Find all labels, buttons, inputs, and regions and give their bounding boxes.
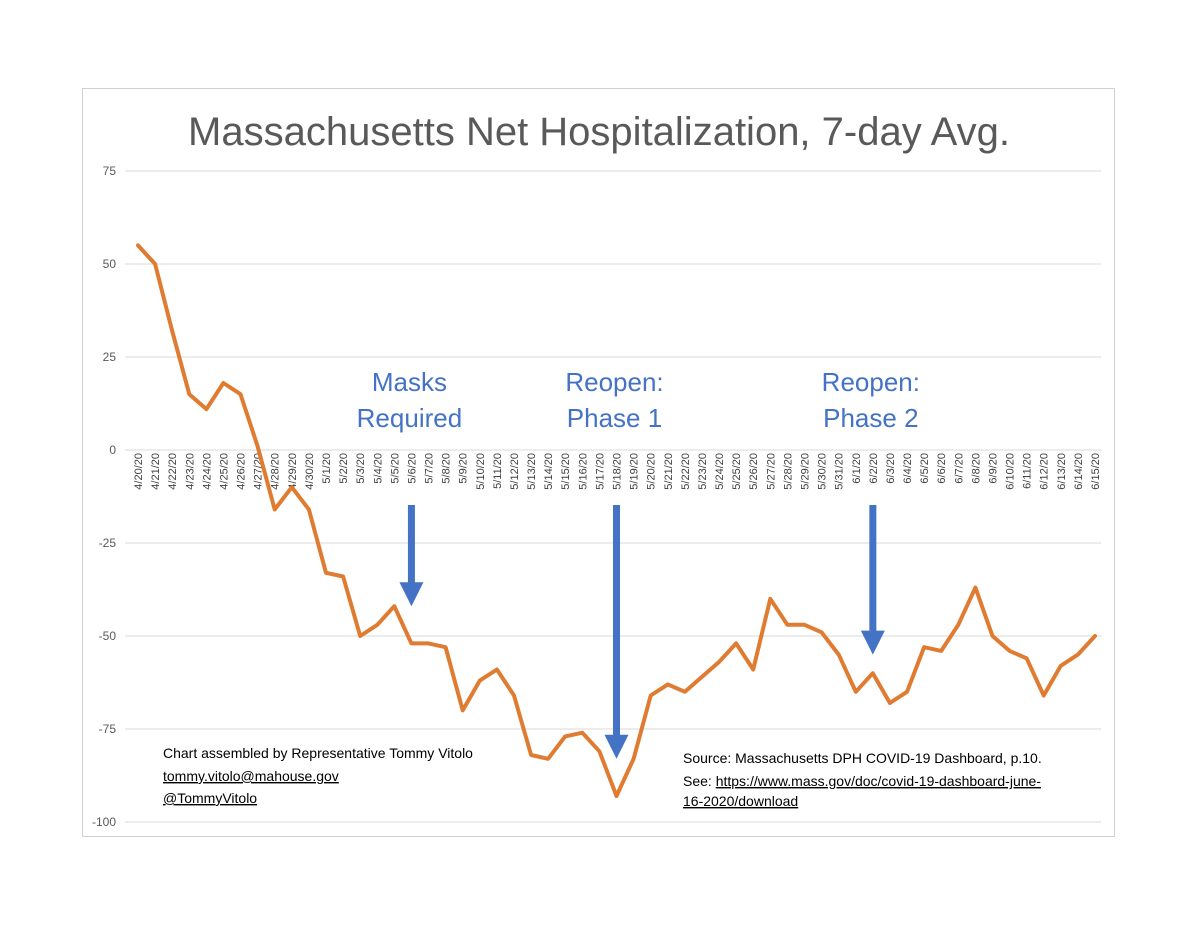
chart-frame: Massachusetts Net Hospitalization, 7-day…: [82, 88, 1115, 837]
y-tick-label: -100: [92, 815, 116, 829]
y-tick-label: 75: [103, 164, 117, 178]
annotation: Masks Required: [357, 367, 463, 607]
annotation-group: Masks Required Reopen: Phase 1 Reopen: Phase …: [357, 367, 920, 759]
annotation-label: Phase 1: [567, 403, 662, 433]
x-tick-label: 6/5/20: [919, 453, 931, 484]
x-tick-label: 5/18/20: [612, 453, 624, 490]
x-tick-label: 5/9/20: [458, 453, 470, 484]
annotation-arrow-shaft: [613, 505, 620, 737]
x-tick-label: 5/1/20: [321, 453, 333, 484]
credit-line: Chart assembled by Representative Tommy …: [163, 745, 473, 761]
x-tick-label: 5/27/20: [765, 453, 777, 490]
x-tick-label: 5/13/20: [526, 453, 538, 490]
x-tick-label: 4/30/20: [304, 453, 316, 490]
x-tick-label: 5/23/20: [697, 453, 709, 490]
x-tick-label: 6/13/20: [1056, 453, 1068, 490]
x-tick-label: 5/24/20: [714, 453, 726, 490]
x-tick-label: 5/20/20: [646, 453, 658, 490]
x-tick-label: 5/15/20: [560, 453, 572, 490]
source-url-link-part1[interactable]: https://www.mass.gov/doc/covid-19-dashbo…: [716, 773, 1042, 789]
chart-svg: Massachusetts Net Hospitalization, 7-day…: [92, 110, 1102, 829]
annotation-label: Phase 2: [823, 403, 918, 433]
x-tick-label: 6/2/20: [868, 453, 880, 484]
x-tick-label: 4/28/20: [270, 453, 282, 490]
x-tick-label: 5/5/20: [389, 453, 401, 484]
x-tick-label: 5/16/20: [577, 453, 589, 490]
x-tick-label: 6/1/20: [851, 453, 863, 484]
x-tick-label: 4/22/20: [167, 453, 179, 490]
annotation: Reopen: Phase 2: [822, 367, 920, 655]
x-tick-label: 5/22/20: [680, 453, 692, 490]
x-tick-label: 4/21/20: [150, 453, 162, 490]
x-tick-label: 5/14/20: [543, 453, 555, 490]
x-tick-label: 6/8/20: [970, 453, 982, 484]
series-line: [136, 243, 1097, 798]
annotation-label: Required: [357, 403, 463, 433]
annotation: Reopen: Phase 1: [565, 367, 664, 759]
x-tick-label: 6/11/20: [1022, 453, 1034, 489]
y-tick-label: 0: [109, 443, 116, 457]
x-tick-label: 5/30/20: [817, 453, 829, 490]
y-tick-label: -50: [99, 629, 117, 643]
x-tick-label: 6/12/20: [1039, 453, 1051, 490]
annotation-label: Masks: [372, 367, 447, 397]
x-tick-label: 4/25/20: [218, 453, 230, 490]
source-url-link-part2[interactable]: 16-2020/download: [683, 793, 798, 809]
x-tick-label: 5/3/20: [355, 453, 367, 484]
annotation-label: Reopen:: [565, 367, 663, 397]
y-tick-label: -75: [99, 722, 117, 736]
y-tick-label: 50: [103, 257, 117, 271]
x-tick-label: 6/9/20: [987, 453, 999, 484]
series-line-group: [136, 243, 1097, 798]
source-see-line: See: https://www.mass.gov/doc/covid-19-d…: [683, 773, 1041, 789]
x-tick-label: 6/15/20: [1090, 453, 1102, 490]
source-line: Source: Massachusetts DPH COVID-19 Dashb…: [683, 750, 1042, 766]
x-tick-label: 5/17/20: [594, 453, 606, 490]
y-tick-label: -25: [99, 536, 117, 550]
source-see-label: See:: [683, 773, 716, 789]
x-tick-label: 4/23/20: [184, 453, 196, 490]
x-tick-label: 4/24/20: [201, 453, 213, 490]
x-tick-label: 5/29/20: [799, 453, 811, 490]
x-tick-label: 4/20/20: [133, 453, 145, 490]
x-tick-label: 4/29/20: [287, 453, 299, 490]
x-tick-label: 5/11/20: [492, 453, 504, 489]
x-tick-label: 5/2/20: [338, 453, 350, 484]
credit-email-link[interactable]: tommy.vitolo@mahouse.gov: [163, 768, 339, 784]
y-tick-label: 25: [103, 350, 117, 364]
x-tick-label: 5/8/20: [441, 453, 453, 484]
credit-handle-link[interactable]: @TommyVitolo: [163, 790, 257, 806]
x-tick-label: 6/3/20: [885, 453, 897, 484]
x-tick-label: 5/28/20: [782, 453, 794, 490]
annotation-arrow-head: [604, 734, 629, 759]
x-tick-labels: 4/20/20 4/21/20 4/22/20 4/23/20 4/24/20 4/25/…: [133, 453, 1102, 490]
x-tick-label: 5/21/20: [663, 453, 675, 490]
chart-title: Massachusetts Net Hospitalization, 7-day…: [188, 110, 1010, 154]
x-tick-label: 6/4/20: [902, 453, 914, 484]
x-tick-label: 5/4/20: [372, 453, 384, 484]
y-tick-labels: 75 50 25 0 -25 -50 -75 -100: [92, 164, 116, 829]
x-tick-label: 6/7/20: [953, 453, 965, 484]
x-tick-label: 5/26/20: [748, 453, 760, 490]
annotation-arrow-shaft: [407, 505, 415, 585]
annotation-arrow-shaft: [869, 505, 877, 633]
x-tick-label: 5/25/20: [731, 453, 743, 490]
x-tick-label: 5/12/20: [509, 453, 521, 490]
x-tick-label: 4/26/20: [236, 453, 248, 490]
x-tick-label: 6/6/20: [936, 453, 948, 484]
x-tick-label: 6/14/20: [1073, 453, 1085, 490]
annotation-arrow-head: [860, 630, 885, 655]
x-tick-label: 5/7/20: [424, 453, 436, 484]
x-tick-label: 5/31/20: [834, 453, 846, 490]
x-tick-label: 5/6/20: [406, 453, 418, 484]
annotation-label: Reopen:: [822, 367, 920, 397]
x-tick-label: 5/19/20: [629, 453, 641, 490]
x-tick-label: 6/10/20: [1005, 453, 1017, 490]
annotation-arrow-head: [399, 582, 424, 607]
x-tick-label: 5/10/20: [475, 453, 487, 490]
